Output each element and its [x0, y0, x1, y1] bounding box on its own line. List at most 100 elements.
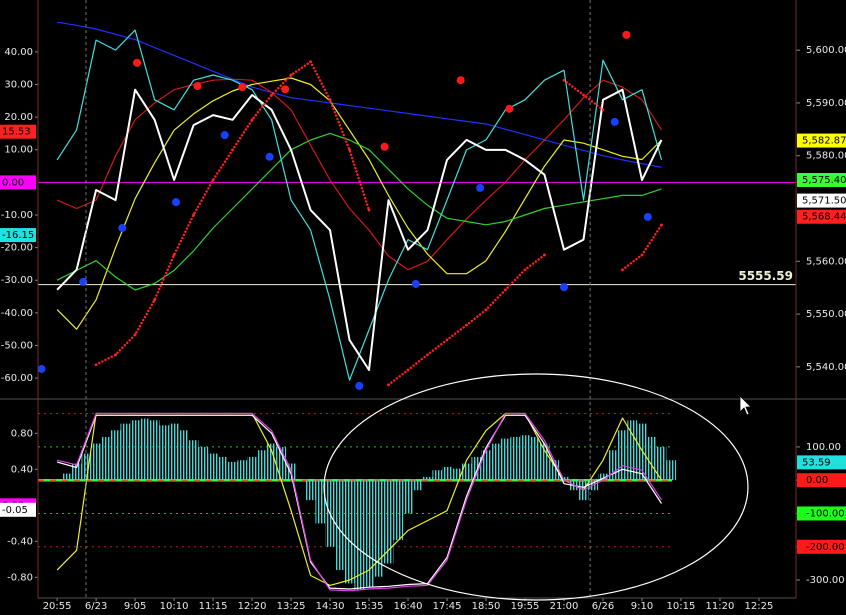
y-tick-label: 40.00 — [4, 47, 33, 58]
y-tick-label: -10.00 — [1, 210, 33, 221]
x-tick-label: 18:50 — [472, 601, 501, 612]
signal-dot — [476, 183, 485, 192]
histogram-bar — [315, 480, 326, 524]
histogram-bar — [373, 480, 384, 577]
signal-dot — [456, 76, 465, 85]
sar-dotted-line — [621, 223, 663, 271]
histogram-bar — [656, 446, 667, 481]
x-tick-label: 6/23 — [85, 601, 107, 612]
histogram-bar — [188, 440, 199, 481]
signal-dot — [172, 198, 181, 207]
y-tick-label: 30.00 — [4, 79, 33, 90]
histogram-bar — [247, 456, 257, 481]
x-tick-label: 17:45 — [433, 601, 462, 612]
y2-tick-label: 5,590.00 — [806, 98, 846, 109]
price-marker-box — [0, 228, 36, 243]
histogram-bar — [354, 480, 365, 591]
histogram-bar — [481, 450, 491, 481]
x-tick-label: 12:20 — [238, 601, 267, 612]
y-tick-label: -0.40 — [7, 536, 33, 547]
histogram-bar — [520, 435, 530, 481]
histogram-bar — [81, 453, 92, 481]
histogram-bar — [422, 476, 433, 481]
x-tick-label: 10:10 — [160, 601, 189, 612]
price-marker-label: 5,582.87 — [802, 136, 846, 147]
histogram-bar — [500, 438, 511, 481]
histogram-bar — [169, 423, 179, 481]
histogram-bar — [412, 480, 423, 491]
y-tick-label: -50.00 — [1, 340, 33, 351]
y-tick-label: 0.40 — [11, 464, 33, 475]
x-tick-label: 10:15 — [667, 601, 696, 612]
signal-dot — [643, 212, 652, 221]
histogram-bar — [617, 430, 628, 481]
histogram-bar — [442, 466, 452, 481]
price-marker-box — [0, 175, 36, 190]
histogram-bar — [61, 473, 72, 481]
series-line — [56, 88, 663, 371]
signal-dot — [238, 83, 247, 92]
y2-tick-box — [797, 473, 846, 488]
sar-dot — [367, 208, 371, 212]
signal-dot — [79, 277, 88, 286]
histogram-bar — [607, 450, 618, 481]
y2-tick-box — [797, 539, 846, 554]
annotation-ellipse — [323, 373, 749, 601]
y2-tick-label: 0.00 — [806, 475, 828, 486]
histogram-bar — [139, 418, 150, 481]
signal-dot — [411, 279, 420, 288]
x-tick-label: 21:00 — [550, 601, 579, 612]
x-tick-label: 16:40 — [394, 601, 423, 612]
y-tick-label: -40.00 — [1, 308, 33, 319]
histogram-bar — [227, 461, 238, 481]
histogram-bar — [305, 480, 316, 501]
x-tick-label: 11:15 — [199, 601, 228, 612]
y-tick-label: -0.80 — [7, 572, 33, 583]
y2-tick-box — [797, 506, 846, 521]
histogram-bar — [559, 476, 569, 481]
signal-dot — [133, 58, 142, 67]
x-tick-label: 20:55 — [43, 601, 72, 612]
y-tick-label: 10.00 — [4, 145, 33, 156]
x-tick-label: 15:35 — [355, 601, 384, 612]
histogram-bar — [334, 480, 345, 571]
histogram-bar — [539, 443, 550, 481]
signal-dot — [380, 142, 389, 151]
histogram-bar — [71, 463, 82, 481]
series-line — [56, 414, 663, 590]
y2-tick-label: 5,600.00 — [806, 45, 846, 56]
price-marker-box — [797, 209, 846, 224]
sar-dotted-line — [94, 60, 371, 366]
histogram-bar — [198, 446, 209, 481]
histogram-bar — [461, 463, 472, 481]
signal-dot — [281, 85, 290, 94]
signal-dot — [37, 364, 46, 373]
signal-dot — [610, 117, 619, 126]
signal-dot — [265, 152, 274, 161]
histogram-bar — [393, 480, 404, 541]
histogram-bar — [276, 446, 287, 481]
price-marker-label: 53.59 — [802, 457, 831, 468]
y2-tick-label: 5,560.00 — [806, 256, 846, 267]
histogram-bar — [237, 460, 248, 481]
histogram-bar — [100, 436, 111, 481]
y-tick-label: -60.00 — [1, 373, 33, 384]
y-tick-label: 20.00 — [4, 112, 33, 123]
price-marker-box — [797, 455, 846, 470]
y2-tick-label: -300.00 — [806, 575, 845, 586]
histogram-bar — [490, 443, 501, 481]
histogram-bar — [159, 425, 170, 481]
price-marker-label: -16.15 — [2, 230, 34, 241]
y2-tick-label: -100.00 — [806, 508, 845, 519]
histogram-bar — [256, 450, 267, 481]
price-marker-label: 15.53 — [2, 127, 31, 138]
x-tick-label: 13:25 — [277, 601, 306, 612]
histogram-bar — [208, 453, 218, 481]
y-tick-label: 0.80 — [11, 428, 33, 439]
histogram-bar — [130, 420, 140, 481]
mouse-cursor — [739, 395, 752, 416]
x-tick-label: 9:05 — [124, 601, 146, 612]
sar-dotted-line — [387, 253, 546, 386]
price-marker-box — [0, 124, 36, 139]
